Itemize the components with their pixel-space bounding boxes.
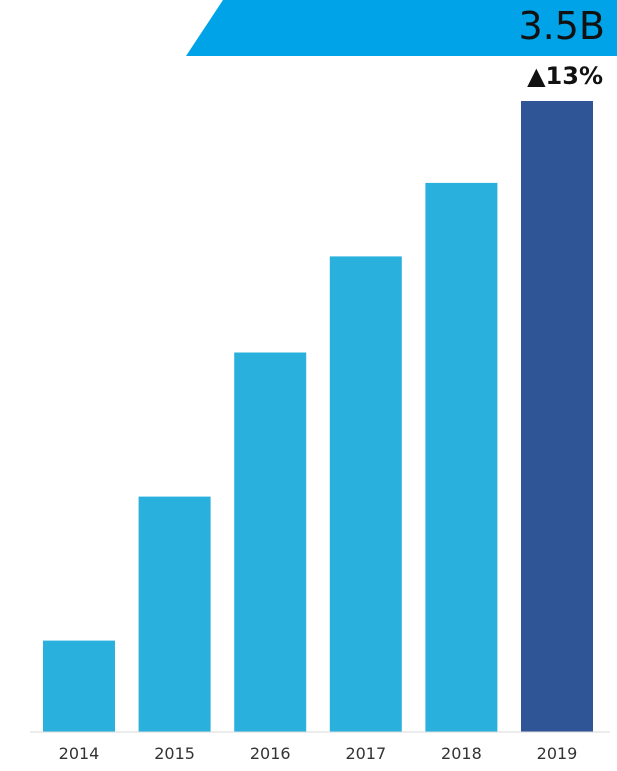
bar-2017 [329, 256, 402, 732]
bar-2019 [521, 101, 593, 732]
total-value-label: 3.5B [518, 4, 605, 48]
x-tick-label-2015: 2015 [154, 744, 195, 763]
value-banner-shape [186, 0, 617, 56]
bars-group [43, 101, 593, 732]
x-tick-labels: 2014 2015 2016 2017 2018 2019 [59, 744, 578, 763]
x-tick-label-2014: 2014 [59, 744, 100, 763]
bar-2014 [43, 640, 115, 732]
growth-percent-label: ▲13% [527, 62, 603, 90]
bar-2016 [234, 352, 307, 732]
bar-2018 [425, 182, 498, 732]
x-tick-label-2019: 2019 [537, 744, 578, 763]
x-tick-label-2018: 2018 [441, 744, 482, 763]
x-tick-label-2016: 2016 [250, 744, 291, 763]
x-tick-label-2017: 2017 [345, 744, 386, 763]
bar-2015 [138, 496, 211, 732]
